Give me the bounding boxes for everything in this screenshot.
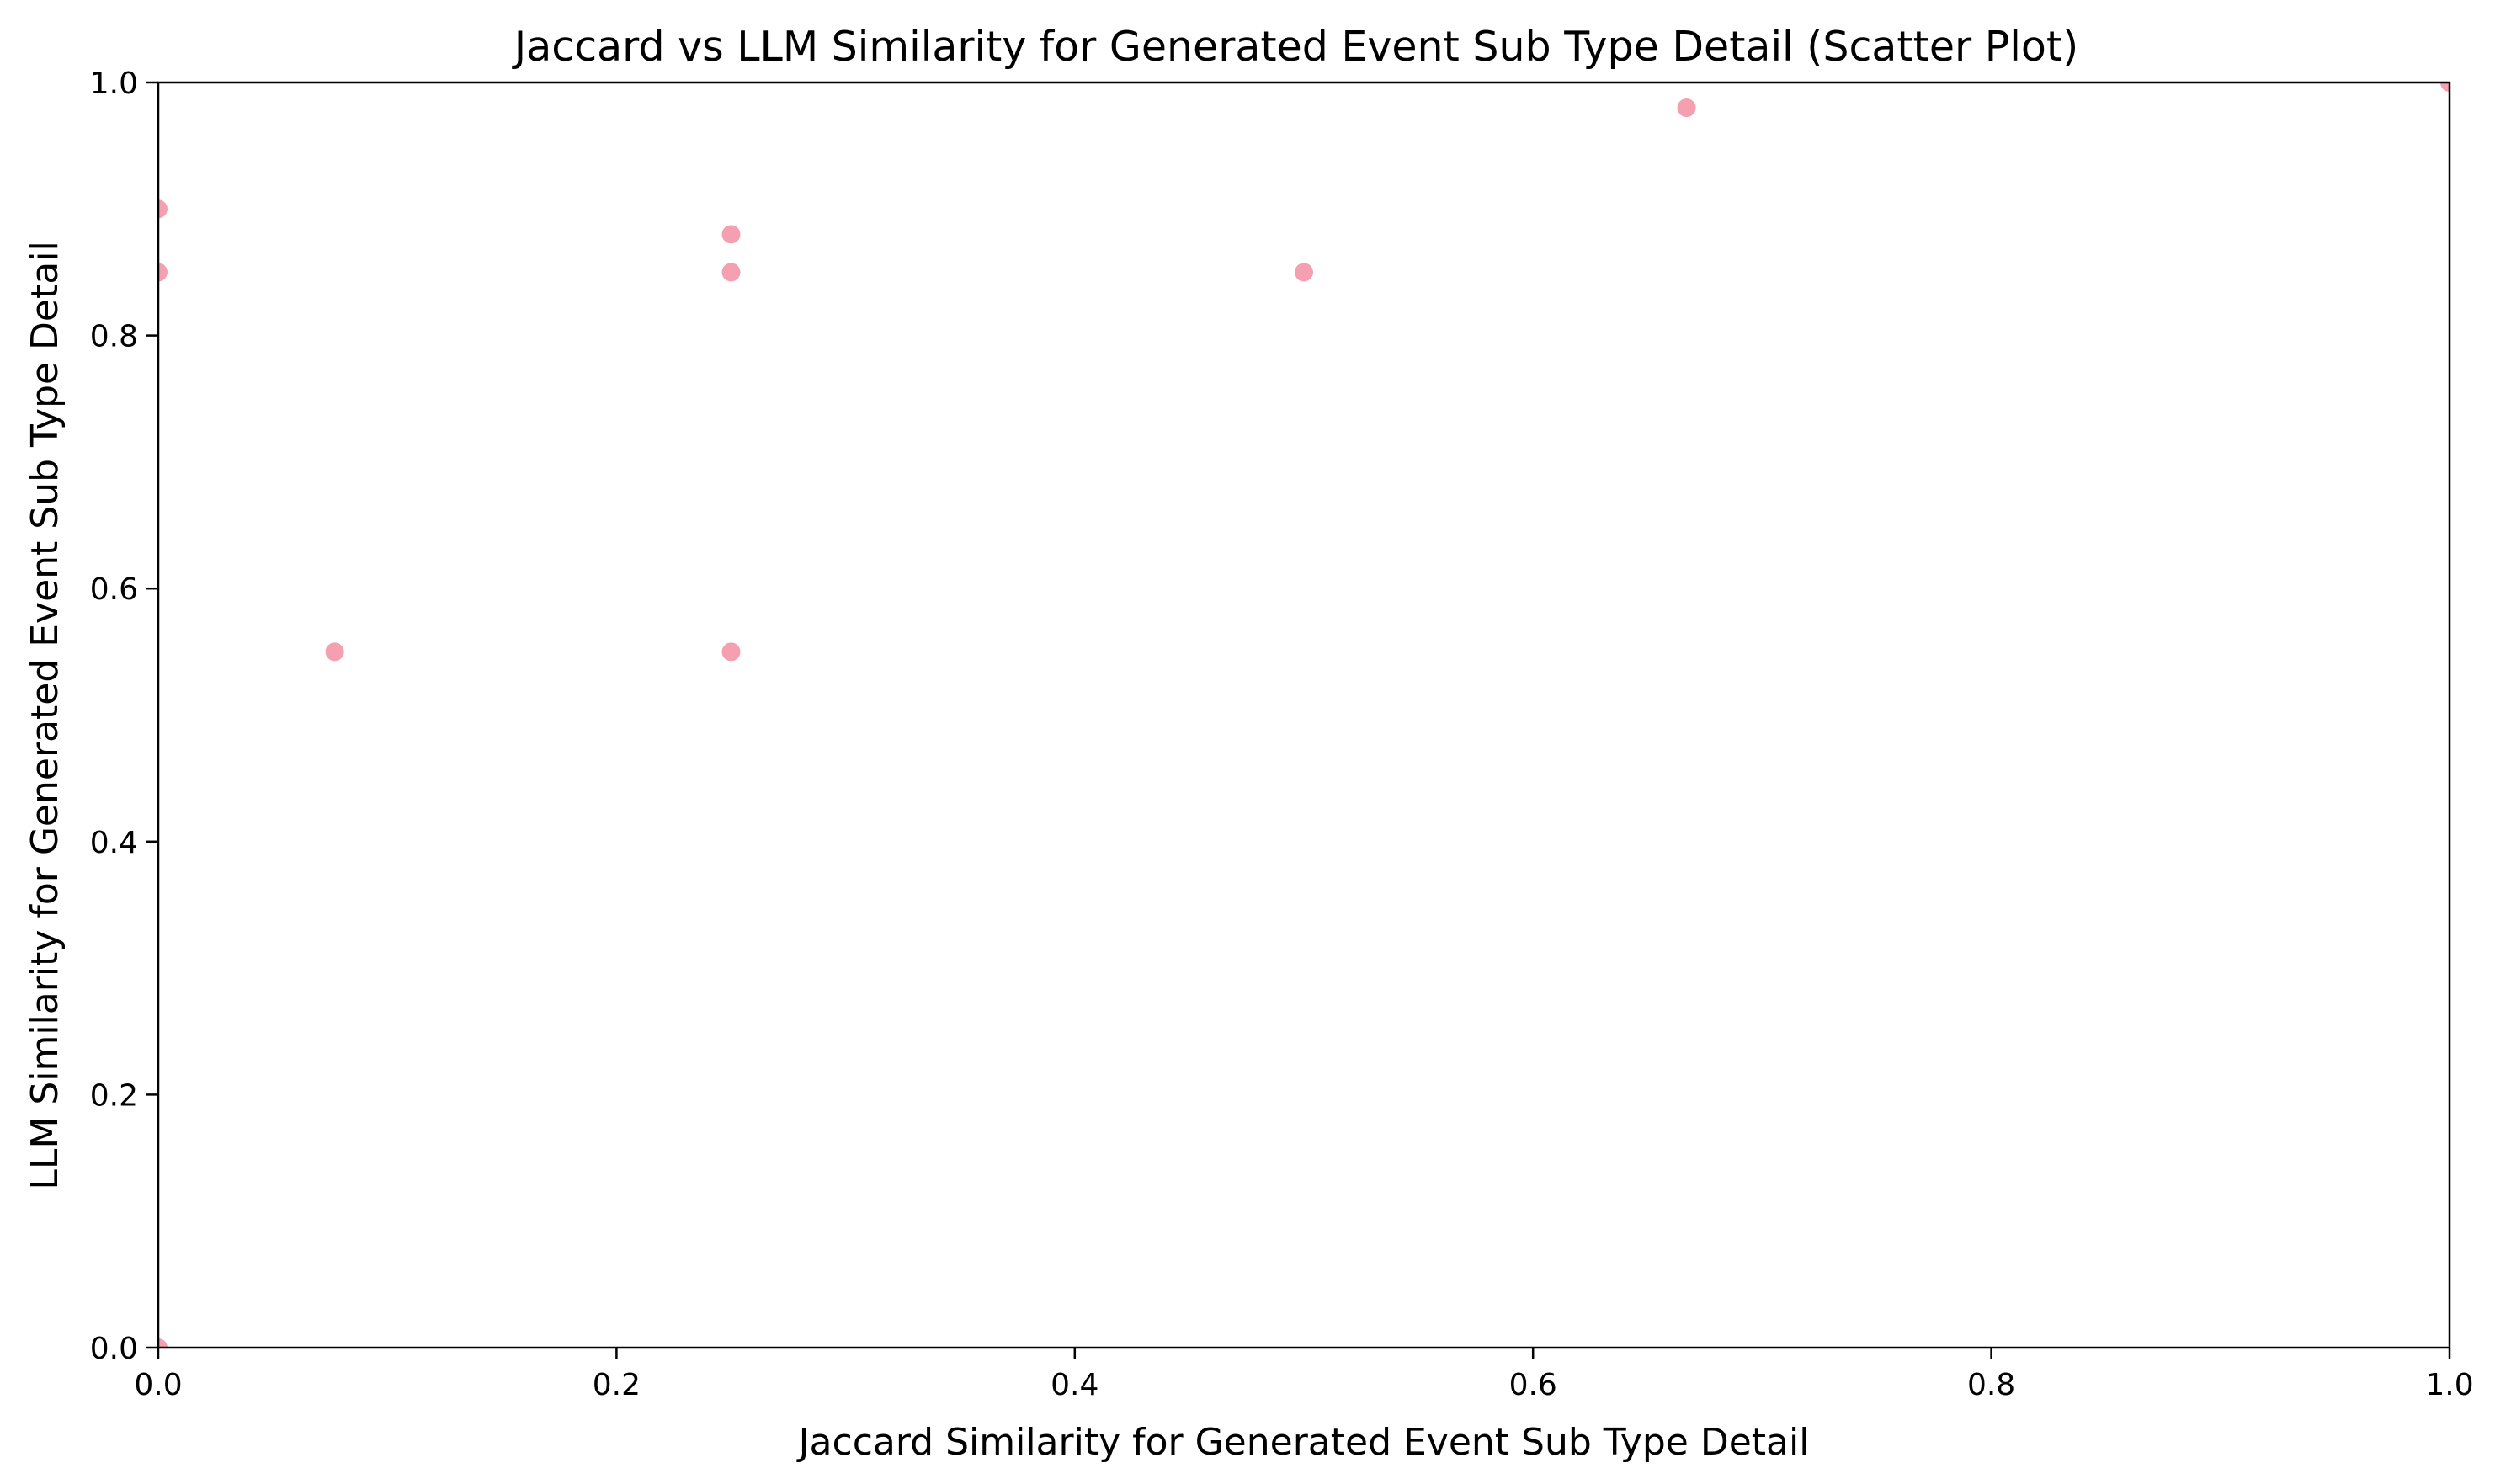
x-axis-ticks: 0.0 0.2 0.4 0.6 0.8 1.0: [134, 1348, 2474, 1402]
y-tick-label: 1.0: [90, 66, 138, 101]
x-tick-label: 0.6: [1509, 1368, 1557, 1402]
scatter-point: [1295, 263, 1313, 282]
x-tick-label: 0.2: [593, 1368, 641, 1402]
scatter-point: [158, 199, 168, 219]
x-tick-label: 1.0: [2425, 1368, 2473, 1402]
y-tick-label: 0.8: [90, 320, 138, 354]
y-tick-label: 0.2: [90, 1078, 138, 1113]
x-tick-label: 0.8: [1967, 1368, 2015, 1402]
scatter-point: [158, 1338, 168, 1348]
y-tick-label: 0.0: [90, 1332, 138, 1366]
x-tick-label: 0.0: [134, 1368, 182, 1402]
scatter-point: [721, 263, 741, 282]
scatter-point: [2440, 82, 2450, 92]
plot-frame: [157, 81, 2451, 1349]
scatter-point: [158, 263, 168, 282]
x-axis-label: Jaccard Similarity for Generated Event S…: [796, 1421, 1810, 1464]
scatter-point: [721, 642, 741, 662]
chart-title: Jaccard vs LLM Similarity for Generated …: [512, 23, 2078, 71]
x-tick-label: 0.4: [1051, 1368, 1099, 1402]
y-axis-label: LLM Similarity for Generated Event Sub T…: [24, 241, 66, 1189]
scatter-point: [325, 642, 344, 662]
y-tick-label: 0.4: [90, 826, 138, 860]
scatter-point: [721, 225, 741, 244]
y-tick-label: 0.6: [90, 572, 138, 607]
y-axis-ticks: 0.0 0.2 0.4 0.6 0.8 1.0: [90, 66, 158, 1366]
points-layer: [158, 82, 2450, 1348]
scatter-point: [1677, 98, 1696, 118]
